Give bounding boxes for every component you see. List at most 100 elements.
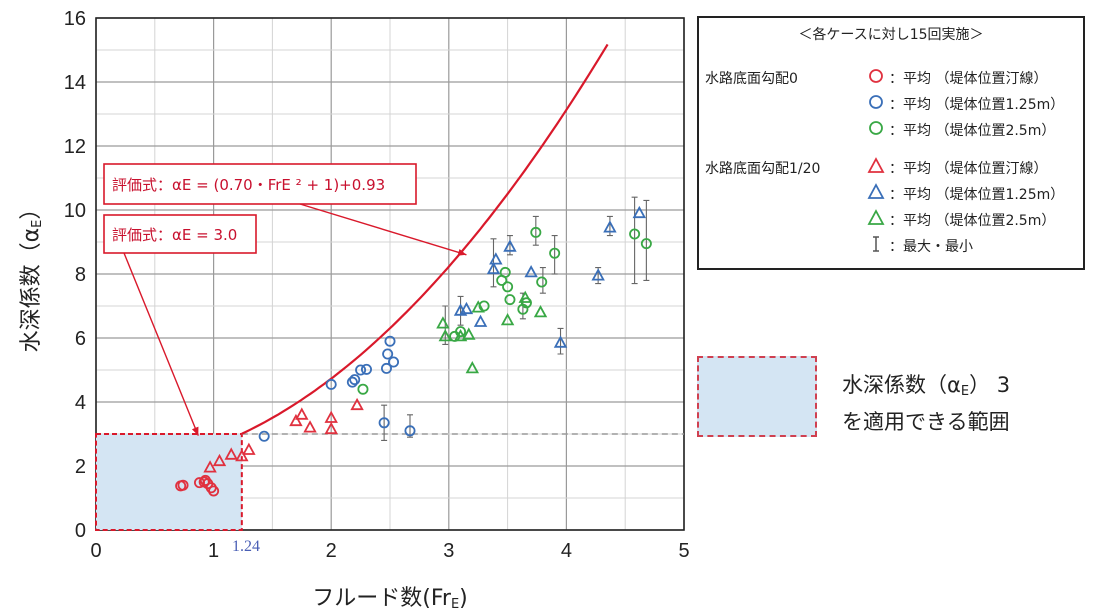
legend-text: ：平均 （堤体位置汀線） [889,161,1048,177]
legend-row: ：最大・最小 [705,233,1081,257]
error-bar [381,404,388,441]
data-point-circle [382,348,394,360]
data-points [175,205,652,497]
range-note-line1: 水深係数（αE） 3 [842,373,1011,399]
x-tick-label: 3 [443,540,454,562]
x-axis-title: フルード数(FrE) [312,586,468,612]
y-axis-title: 水深係数（αE） [19,198,45,353]
y-tick-label: 8 [75,264,86,286]
data-point-circle [404,425,416,437]
data-point-circle [504,294,516,306]
data-point-circle [360,363,372,375]
y-tick-label: 10 [64,200,86,222]
data-point-circle [380,362,392,374]
x-tick-label: 2 [326,540,337,562]
range-note-line2: を適用できる範囲 [842,410,1010,434]
data-point-circle [549,247,561,259]
data-point-triangle [471,300,485,313]
range-swatch [697,356,817,437]
y-tick-label: 4 [75,392,86,414]
callout-text: 評価式：αE = (0.70・FrE ² + 1)+0.93 [112,176,385,194]
x-tick-label: 5 [678,540,689,562]
data-point-circle [325,378,337,390]
data-point-triangle [553,335,568,348]
data-point-triangle [235,449,249,462]
range-note: 水深係数（αE） 3 を適用できる範囲 [842,370,1010,437]
axes [95,17,685,531]
threshold-lines [95,433,684,531]
data-point-triangle [324,421,338,435]
callout-box [103,214,257,254]
data-point-triangle [591,268,605,281]
legend-group-label: 水路底面勾配0 [705,71,798,87]
data-point-triangle [473,314,488,327]
error-bar [532,215,539,246]
error-bar [631,196,638,285]
data-point-triangle [212,453,227,467]
legend-group-label: 水路底面勾配1/20 [705,161,821,177]
data-point-circle [357,383,369,395]
data-point-circle [378,417,390,429]
data-point-circle [499,266,511,278]
data-point-triangle [518,290,532,303]
x-tick-label: 0 [90,540,101,562]
callout-text: 評価式：αE = 3.0 [112,226,237,244]
y-tick-label: 0 [75,520,86,542]
data-point-circle [502,281,514,293]
y-tick-label: 12 [64,136,86,158]
data-point-triangle [453,329,468,342]
legend-row: ：平均 （堤体位置1.25m） [705,91,1081,115]
y-tick-label: 14 [64,72,86,94]
data-point-circle [388,356,400,368]
legend-text: ：平均 （堤体位置1.25m） [889,187,1065,203]
data-point-circle [346,376,358,388]
data-point-triangle [350,397,364,411]
data-point-triangle [295,407,309,420]
data-point-triangle [503,239,517,252]
error-bars [381,196,650,441]
data-point-circle [349,374,361,386]
data-point-circle [384,335,396,347]
data-point-triangle [524,265,538,278]
legend-title: ＜各ケースに対し15回実施＞ [798,27,984,43]
threshold-x-label: 1.24 [232,538,260,555]
data-point-triangle [224,447,238,460]
error-bar [557,327,564,355]
data-point-triangle [303,420,317,433]
data-point-circle [536,276,548,288]
callout-arrowhead [191,426,199,436]
x-tick-label: 1 [208,540,219,562]
legend-row: ：平均 （堤体位置1.25m） [705,181,1081,205]
legend-marker-triangle [867,183,885,199]
error-bar [457,295,464,326]
legend-row: ：平均 （堤体位置2.5m） [705,117,1081,141]
data-point-circle [640,238,652,250]
legend-text: ：平均 （堤体位置1.25m） [889,97,1065,113]
legend-text: ：平均 （堤体位置2.5m） [889,213,1056,229]
evaluation-curve [241,43,609,435]
legend-marker-circle [869,95,883,109]
callout-arrowhead [457,249,467,256]
data-point-circle [208,485,220,497]
data-point-triangle [438,329,452,342]
data-point-circle [629,228,641,240]
evaluation-curve-layer [241,43,609,435]
error-bar [442,305,449,345]
legend-marker-circle [869,121,883,135]
callout-box [103,163,417,205]
legend-marker-triangle [867,209,885,225]
data-point-triangle [462,327,476,340]
data-point-triangle [436,316,450,329]
error-bar [643,199,650,281]
y-tick-label: 16 [64,8,86,30]
y-tick-label: 6 [75,328,86,350]
data-point-triangle [489,252,503,265]
plot-frame [95,17,685,531]
y-tick-label: 2 [75,456,86,478]
legend-text: ：平均 （堤体位置汀線） [889,71,1048,87]
data-point-triangle [203,460,217,473]
data-point-triangle [486,261,501,275]
applicable-range-box [95,433,243,531]
data-point-circle [258,430,270,442]
legend-row: ：平均 （堤体位置2.5m） [705,207,1081,231]
